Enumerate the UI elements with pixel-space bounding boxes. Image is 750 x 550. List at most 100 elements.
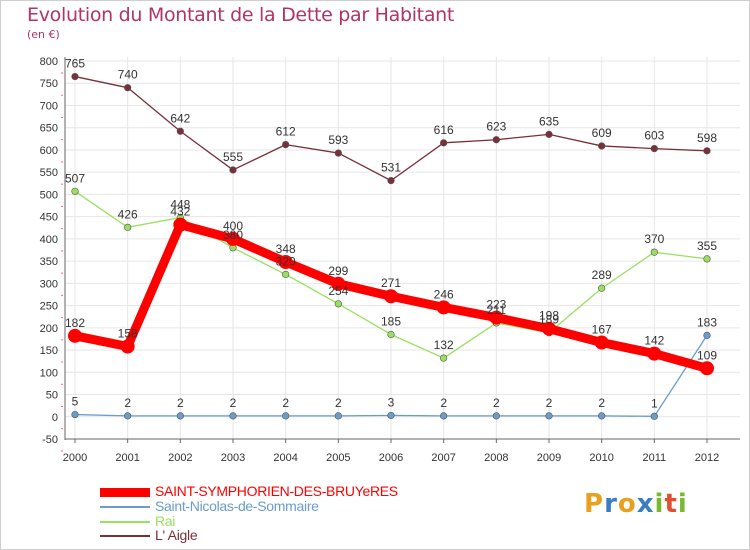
y-tick-label: 400 [40, 234, 58, 246]
data-point [334, 149, 342, 157]
data-point [282, 270, 290, 279]
x-tick-label: 2007 [431, 452, 455, 464]
logo-letter: P [584, 489, 605, 519]
data-point [545, 412, 553, 420]
data-label: 167 [592, 322, 612, 336]
data-label: 182 [65, 316, 85, 330]
data-label: 598 [697, 131, 717, 145]
data-point [120, 339, 135, 354]
y-tick-label: 500 [40, 189, 58, 201]
data-point [436, 300, 451, 315]
logo-letter: r [604, 489, 618, 519]
data-label: 380 [223, 228, 243, 242]
logo-letter: o [617, 489, 637, 519]
data-label: 507 [65, 171, 85, 185]
data-label: 355 [697, 239, 717, 253]
data-point [384, 289, 398, 304]
data-label: 765 [65, 57, 85, 71]
data-label: 635 [539, 114, 559, 128]
data-point [387, 330, 395, 339]
data-label: 612 [276, 125, 296, 139]
data-label: 320 [276, 254, 296, 268]
data-label: 2 [493, 396, 500, 410]
y-tick-label: 250 [40, 301, 58, 313]
data-label: 642 [170, 111, 190, 125]
data-point [334, 300, 342, 308]
y-tick-label: 100 [40, 367, 58, 379]
data-label: 623 [486, 120, 506, 134]
data-point [173, 217, 188, 232]
data-point [282, 412, 290, 420]
data-label: 2 [282, 396, 289, 410]
data-label: 254 [328, 284, 348, 298]
data-label: 158 [118, 327, 138, 341]
data-point [68, 328, 82, 343]
y-tick-label: 750 [40, 78, 58, 90]
x-tick-label: 2008 [484, 452, 508, 464]
x-tick-label: 2003 [221, 452, 245, 464]
data-point [440, 412, 448, 420]
data-point [492, 412, 500, 420]
x-tick-label: 2012 [695, 452, 719, 464]
proxiti-logo: Proxiti [584, 489, 688, 519]
y-tick-label: 550 [40, 167, 58, 179]
y-tick-label: 150 [40, 345, 58, 357]
data-label: 593 [328, 133, 348, 147]
data-label: 609 [592, 126, 612, 140]
data-label: 555 [223, 150, 243, 164]
x-tick-label: 2000 [63, 452, 87, 464]
data-label: 400 [223, 219, 243, 233]
data-label: 348 [276, 242, 296, 256]
data-label: 740 [118, 68, 138, 82]
y-tick-label: 650 [40, 123, 58, 135]
x-tick-label: 2009 [537, 452, 561, 464]
data-label: 246 [434, 287, 454, 301]
data-label: 370 [644, 232, 664, 246]
data-point [176, 127, 184, 135]
legend-label: Saint-Nicolas-de-Sommaire [155, 498, 319, 514]
data-label: 2 [440, 396, 447, 410]
logo-letter: t [664, 489, 678, 519]
data-point [71, 187, 79, 195]
data-point [598, 412, 606, 420]
y-tick-label: 450 [40, 212, 58, 224]
data-label: 185 [381, 314, 401, 328]
data-label: 2 [230, 396, 237, 410]
data-point [700, 361, 714, 376]
data-point [545, 130, 553, 138]
y-tick-label: 50 [46, 390, 58, 402]
data-label: 2 [177, 396, 184, 410]
data-label: 198 [539, 309, 559, 323]
legend-label: SAINT-SYMPHORIEN-DES-BRUYeRES [155, 483, 398, 499]
data-point [594, 335, 609, 350]
data-label: 2 [598, 396, 605, 410]
legend-label: Rai [155, 513, 176, 529]
legend-swatch [100, 506, 150, 508]
data-label: 616 [434, 123, 454, 137]
logo-letter: i [677, 489, 688, 519]
data-label: 2 [124, 396, 131, 410]
data-point [598, 284, 606, 292]
data-point [492, 136, 500, 144]
data-label: 5 [72, 395, 79, 409]
data-label: 142 [644, 334, 664, 348]
data-point [124, 412, 132, 420]
data-label: 531 [381, 161, 401, 175]
data-point [71, 410, 79, 419]
data-label: 3 [388, 395, 395, 409]
y-tick-label: 600 [40, 145, 58, 157]
data-point [703, 147, 711, 155]
data-point [703, 255, 711, 263]
data-point [387, 177, 395, 185]
data-point [650, 145, 658, 153]
data-label: 289 [592, 268, 612, 282]
data-point [278, 255, 293, 270]
data-point [334, 412, 342, 420]
data-point [650, 248, 658, 256]
data-label: 2 [335, 396, 342, 410]
data-label: 183 [697, 315, 717, 329]
data-label: 2 [546, 396, 553, 410]
data-point [647, 346, 662, 361]
x-tick-label: 2011 [643, 452, 667, 464]
data-label: 432 [170, 205, 190, 219]
